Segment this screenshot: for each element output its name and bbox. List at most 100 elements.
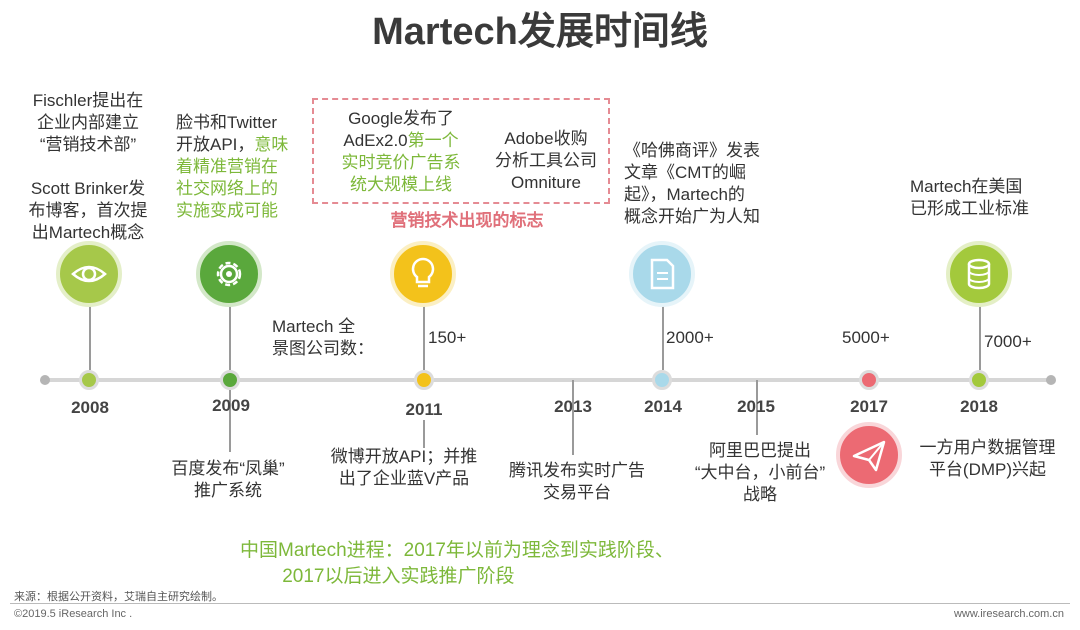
year-label-2008: 2008 (71, 398, 109, 417)
year-dot-2008 (79, 370, 99, 390)
event-highlight: 第一个 (407, 131, 459, 150)
event-line: 出Martech概念 (31, 223, 145, 242)
event-highlight: 实施变成可能 (176, 201, 278, 220)
event-2018-standard: Martech在美国 已形成工业标准 (910, 176, 1050, 220)
landscape-count-2011: 150+ (428, 328, 467, 347)
event-highlight: 着精准营销在 (176, 157, 278, 176)
event-line: 《哈佛商评》发表 (624, 141, 760, 160)
year-label-2009: 2009 (212, 396, 250, 415)
event-highlight: 意味 (254, 135, 289, 154)
connector-2013 (572, 380, 574, 455)
marketing-tech-mark-label: 营销技术出现的标志 (390, 211, 544, 230)
event-line: Martech在美国 (910, 177, 1023, 196)
event-line: Google发布了 (348, 109, 454, 128)
event-google: Google发布了 AdEx2.0第一个 实时竞价广告系 统大规模上线 (326, 108, 476, 196)
china-martech-note: 中国Martech进程：2017年以前为理念到实践阶段、 2017以后进入实践推… (240, 540, 674, 587)
year-dot-2011 (414, 370, 434, 390)
circle-2011 (390, 241, 456, 307)
circle-2017 (836, 422, 902, 488)
landscape-label: Martech 全 景图公司数： (272, 316, 392, 360)
event-line: 开放API， (176, 135, 255, 154)
event-line: 推广系统 (194, 481, 262, 500)
year-dot-2017 (859, 370, 879, 390)
event-line: 阿里巴巴提出 (709, 441, 811, 460)
year-dot-2014 (652, 370, 672, 390)
event-highlight: 实时竞价广告系 (341, 153, 461, 172)
event-2018-dmp: 一方用户数据管理 平台(DMP)兴起 (905, 437, 1070, 481)
event-line: 起》，Martech的 (624, 185, 745, 204)
axis-start-dot (40, 375, 50, 385)
database-icon (967, 258, 991, 290)
event-2015-alibaba: 阿里巴巴提出 “大中台，小前台” 战略 (680, 440, 840, 506)
axis-end-dot (1046, 375, 1056, 385)
event-line: 平台(DMP)兴起 (928, 460, 1047, 479)
event-2009-facebook: 脸书和Twitter 开放API，意味 着精准营销在 社交网络上的 实施变成可能 (176, 112, 306, 222)
connector-2014 (662, 300, 664, 370)
eye-icon (71, 265, 107, 283)
event-line: 概念开始广为人知 (624, 207, 760, 226)
landscape-count-2018: 7000+ (984, 332, 1032, 351)
event-line: AdEx2.0 (343, 131, 408, 150)
event-2008-fischler: Fischler提出在 企业内部建立 “营销技术部” (18, 90, 158, 156)
event-2013-tencent: 腾讯发布实时广告 交易平台 (492, 460, 662, 504)
event-2011-weibo: 微博开放API；并推 出了企业蓝V产品 (314, 446, 494, 490)
event-line: 交易平台 (543, 483, 611, 502)
event-line: “营销技术部” (39, 135, 137, 154)
event-line: 微博开放API；并推 (330, 447, 478, 466)
circle-2009 (196, 241, 262, 307)
event-highlight: 统大规模上线 (350, 175, 452, 194)
year-label-2013: 2013 (554, 397, 592, 416)
event-2008-brinker: Scott Brinker发 布博客，首次提 出Martech概念 (18, 178, 158, 244)
year-dot-2018 (969, 370, 989, 390)
event-line: Omniture (511, 173, 581, 192)
source-note: 来源：根据公开资料，艾瑞自主研究绘制。 (14, 591, 223, 603)
event-line: 文章《CMT的崛 (624, 163, 746, 182)
connector-2011-down (423, 420, 425, 448)
connector-2011-up (423, 300, 425, 370)
event-line: 一方用户数据管理 (919, 438, 1056, 457)
event-line: 出了企业蓝V产品 (338, 469, 470, 488)
year-label-2018: 2018 (960, 397, 998, 416)
event-highlight: 社交网络上的 (176, 179, 278, 198)
event-line: 百度发布“凤巢” (171, 459, 285, 478)
landscape-label-line: 景图公司数： (272, 339, 374, 358)
connector-2009-up (229, 300, 231, 370)
year-label-2014: 2014 (644, 397, 682, 416)
timeline-axis (45, 378, 1050, 382)
circle-2018 (946, 241, 1012, 307)
year-dot-2009 (220, 370, 240, 390)
copyright: ©2019.5 iResearch Inc . (14, 608, 133, 620)
event-line: Fischler提出在 (32, 91, 144, 110)
event-2014-hbr: 《哈佛商评》发表 文章《CMT的崛 起》，Martech的 概念开始广为人知 (624, 140, 784, 228)
event-line: 企业内部建立 (37, 113, 139, 132)
connector-2008 (89, 300, 91, 370)
event-line: Adobe收购 (504, 129, 588, 148)
event-line: “大中台，小前台” (694, 463, 826, 482)
year-label-2015: 2015 (737, 397, 775, 416)
lightbulb-icon (411, 257, 435, 288)
site-url[interactable]: www.iresearch.com.cn (953, 608, 1064, 620)
highlight-box (312, 98, 610, 204)
connector-2015 (756, 380, 758, 435)
event-line: 布博客，首次提 (28, 201, 148, 220)
year-label-2011: 2011 (405, 400, 443, 419)
document-icon (650, 258, 675, 290)
circle-2014 (629, 241, 695, 307)
connector-2009-down (229, 390, 231, 452)
event-line: 已形成工业标准 (910, 199, 1029, 218)
connector-2018 (979, 300, 981, 370)
event-line: Scott Brinker发 (30, 179, 146, 198)
footer-divider (10, 603, 1070, 604)
gear-icon (216, 261, 242, 287)
event-line: 脸书和Twitter (176, 113, 278, 132)
event-line: 腾讯发布实时广告 (509, 461, 645, 480)
landscape-count-2017: 5000+ (842, 328, 890, 347)
year-label-2017: 2017 (850, 397, 888, 416)
event-adobe: Adobe收购 分析工具公司 Omniture (486, 128, 606, 194)
circle-2008 (56, 241, 122, 307)
event-2009-baidu: 百度发布“凤巢” 推广系统 (148, 458, 308, 502)
paper-plane-icon (852, 440, 886, 472)
event-line: 战略 (743, 485, 777, 504)
landscape-count-2014: 2000+ (666, 328, 714, 347)
page-title: Martech发展时间线 (372, 11, 708, 53)
